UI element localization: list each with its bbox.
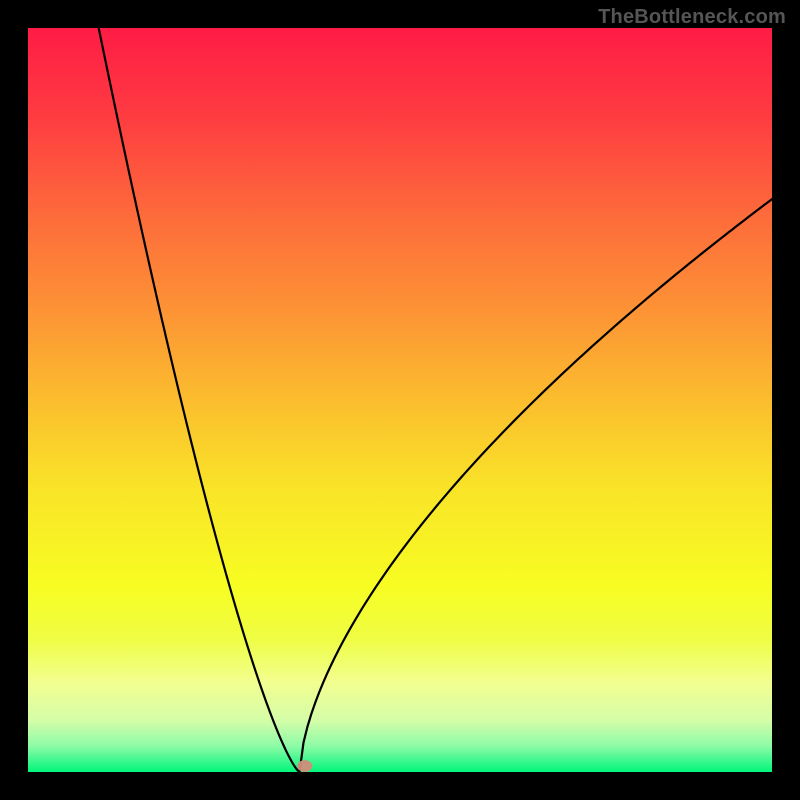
chart-background xyxy=(28,28,772,772)
frame-border-right xyxy=(772,0,800,800)
watermark-text: TheBottleneck.com xyxy=(598,6,786,29)
frame-border-bottom xyxy=(0,772,800,800)
chart-container xyxy=(0,0,800,800)
optimal-point-marker xyxy=(298,761,312,772)
bottleneck-chart xyxy=(0,0,800,800)
frame-border-left xyxy=(0,0,28,800)
